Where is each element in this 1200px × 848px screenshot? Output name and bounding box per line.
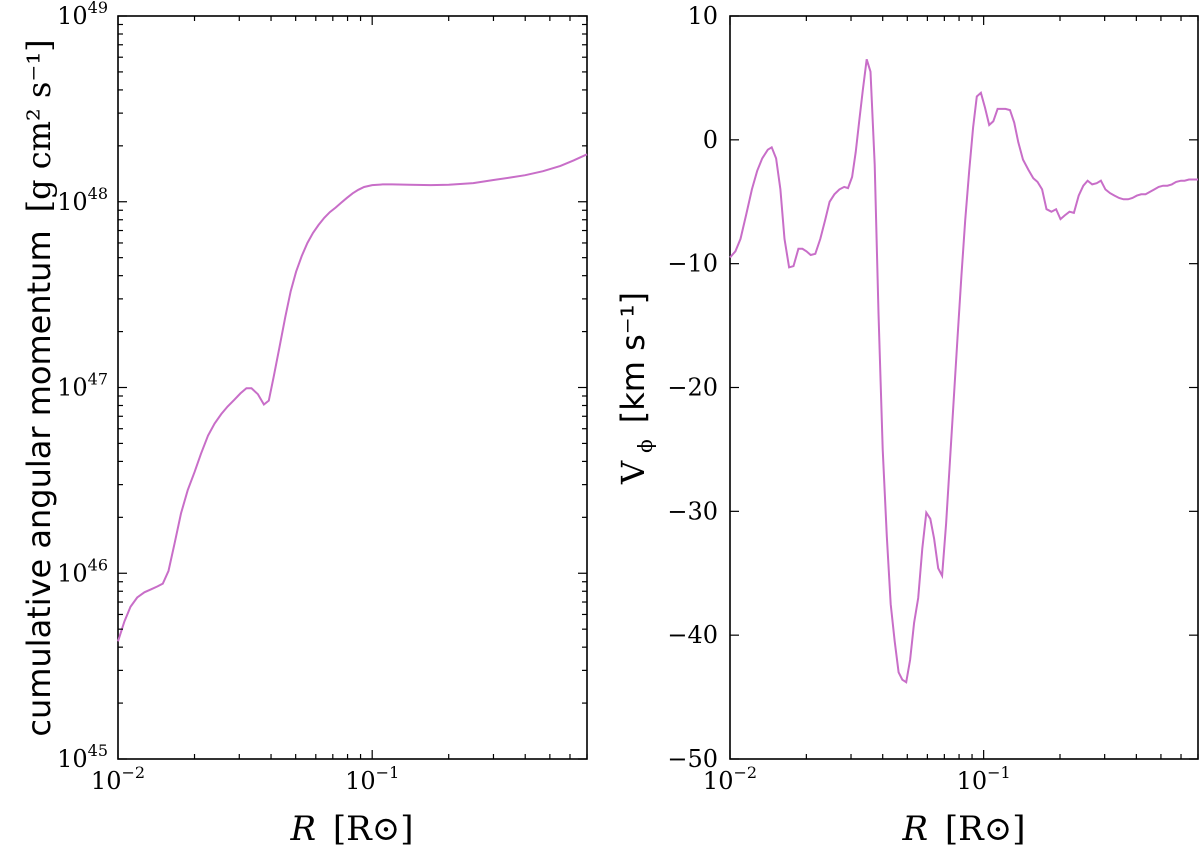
left-y-ticks: 1045 1046 1047 1048 1049 — [57, 0, 587, 773]
right-x-axis-label: R [R⊙] — [901, 809, 1025, 848]
right-y-tick-label: 0 — [703, 126, 718, 154]
left-y-tick-label: 1045 — [57, 741, 108, 773]
left-x-ticks: 10−2 10−1 — [91, 16, 588, 795]
left-x-axis-symbol: R — [289, 809, 316, 848]
right-y-axis-label: V ϕ [km s⁻¹] — [614, 292, 659, 485]
left-y-axis-title: cumulative angular momentum — [20, 230, 58, 736]
left-x-axis-unit: [R⊙] — [333, 809, 414, 848]
left-x-tick-label: 10−2 — [91, 763, 145, 795]
right-y-axis-symbol: V — [614, 460, 652, 485]
right-y-tick-label: −20 — [667, 374, 718, 402]
left-y-tick-label: 1049 — [57, 0, 108, 30]
left-panel: 10−2 10−1 1045 1046 1047 1048 1049 R [R⊙] cum… — [20, 0, 588, 848]
right-x-axis-symbol: R — [901, 809, 928, 848]
right-y-tick-label: −40 — [667, 621, 718, 649]
right-x-tick-label: 10−1 — [957, 763, 1011, 795]
left-x-axis-label: R [R⊙] — [289, 809, 413, 848]
right-plot-frame — [729, 15, 1199, 760]
right-x-ticks: 10−2 10−1 — [703, 16, 1199, 795]
left-plot-frame — [117, 15, 588, 760]
right-panel: 10−2 10−1 10 0 −10 −20 −30 −40 −50 R [R⊙] V ϕ [… — [614, 2, 1199, 848]
left-series-line — [117, 153, 588, 642]
right-x-tick-label: 10−2 — [703, 763, 757, 795]
right-y-axis-subscript: ϕ — [633, 439, 657, 453]
right-series-line — [729, 59, 1198, 684]
right-x-axis-unit: [R⊙] — [945, 809, 1026, 848]
left-x-tick-label: 10−1 — [345, 763, 399, 795]
left-y-tick-label: 1046 — [57, 555, 108, 587]
right-y-tick-label: −30 — [667, 497, 718, 525]
left-y-axis-label: cumulative angular momentum [g cm² s⁻¹] — [20, 39, 58, 736]
left-y-axis-unit: [g cm² s⁻¹] — [20, 39, 58, 212]
left-y-tick-label: 1047 — [57, 370, 108, 402]
right-y-tick-label: −50 — [667, 745, 718, 773]
left-y-tick-label: 1048 — [57, 184, 108, 216]
right-y-tick-label: −10 — [667, 250, 718, 278]
right-y-axis-unit: [km s⁻¹] — [614, 292, 652, 423]
right-y-tick-label: 10 — [687, 2, 718, 30]
right-y-ticks: 10 0 −10 −20 −30 −40 −50 — [667, 2, 1198, 773]
